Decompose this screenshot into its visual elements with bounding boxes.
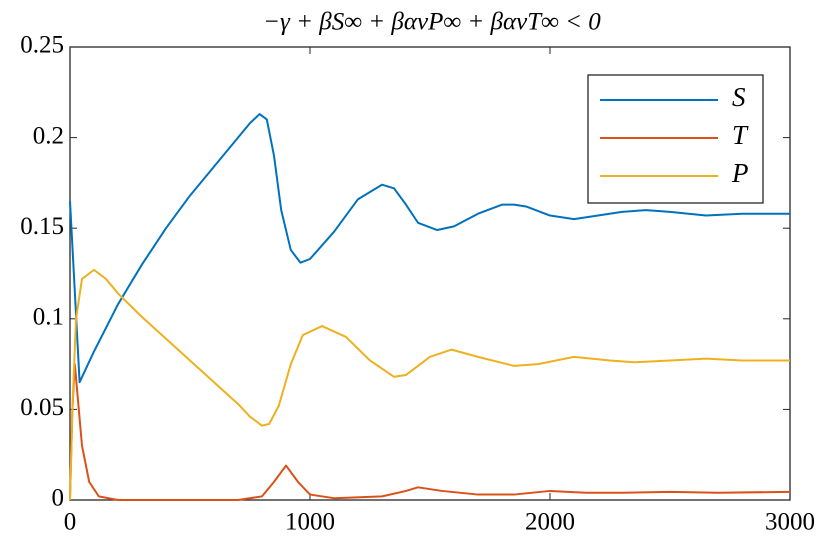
plot-frame [69, 46, 791, 501]
y-tick-label: 0 [52, 485, 65, 512]
series-line [69, 268, 790, 501]
series-line [69, 113, 790, 384]
y-tick-label: 0.05 [20, 394, 64, 421]
x-tick-label: 1000 [285, 509, 335, 536]
series-line [69, 363, 791, 501]
y-tick-label: 0.25 [20, 32, 64, 59]
chart-title: −γ + βS∞ + βανP∞ + βανT∞ < 0 [263, 9, 601, 36]
y-tick-label: 0.15 [20, 213, 64, 240]
y-tick-label: 0.1 [33, 304, 64, 331]
legend-label: T [732, 120, 749, 150]
x-tick-label: 0 [64, 509, 77, 536]
x-tick-label: 3000 [765, 509, 815, 536]
legend-label: S [732, 82, 746, 112]
legend-label: P [731, 158, 749, 188]
y-tick-label: 0.2 [33, 122, 64, 149]
x-tick-label: 2000 [525, 509, 575, 536]
